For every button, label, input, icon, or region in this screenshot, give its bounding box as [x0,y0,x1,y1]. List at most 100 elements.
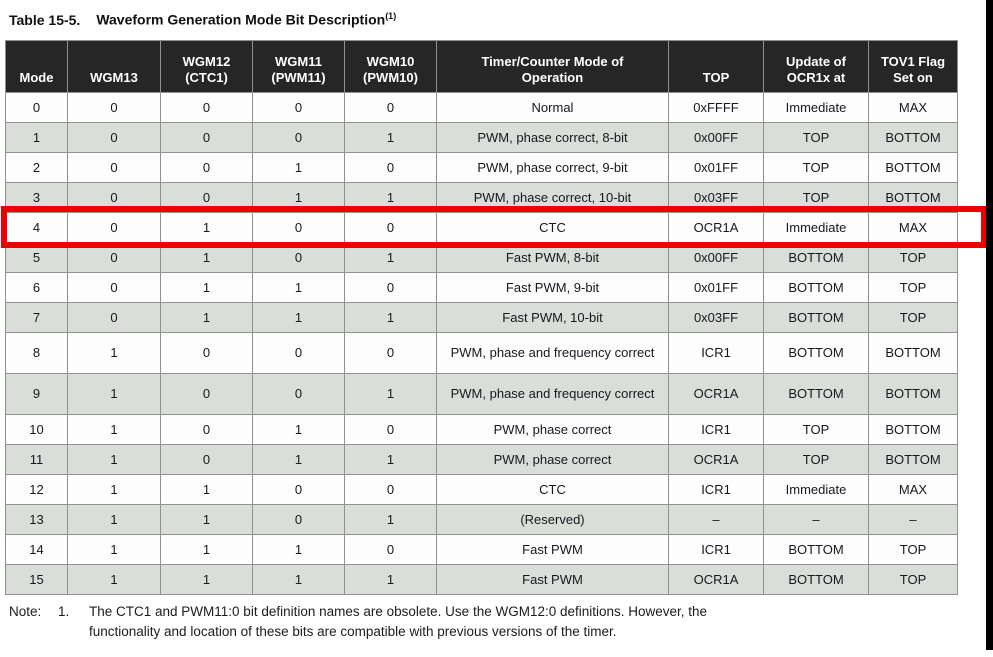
cell-r12-c0: 12 [5,474,68,505]
cell-r5-c4: 1 [344,242,437,273]
footnote-ref: (1) [385,11,397,21]
table-row-mode-12: 12 1 1 0 0 CTC ICR1 Immediate MAX [5,474,958,505]
table-row-mode-0: 0 0 0 0 0 Normal 0xFFFF Immediate MAX [5,92,958,123]
cell-r13-c8: – [868,504,958,535]
column-header-3: WGM11 (PWM11) [252,40,345,93]
cell-r9-c5: PWM, phase and frequency correct [436,373,669,415]
cell-r15-c3: 1 [252,564,345,595]
table-number: Table 15-5. [9,11,81,28]
cell-r7-c2: 1 [160,302,253,333]
cell-r13-c5: (Reserved) [436,504,669,535]
page-right-edge [986,0,993,650]
cell-r10-c5: PWM, phase correct [436,414,669,445]
table-title-text: Waveform Generation Mode Bit Description [96,11,386,28]
cell-r4-c1: 0 [67,212,161,243]
cell-r3-c6: 0x03FF [668,182,764,213]
table-row-mode-4: 4 0 1 0 0 CTC OCR1A Immediate MAX [5,212,958,243]
cell-r0-c2: 0 [160,92,253,123]
cell-r0-c3: 0 [252,92,345,123]
cell-r4-c6: OCR1A [668,212,764,243]
cell-r4-c2: 1 [160,212,253,243]
cell-r1-c4: 1 [344,122,437,153]
cell-r3-c7: TOP [763,182,869,213]
cell-r14-c1: 1 [67,534,161,565]
cell-r8-c0: 8 [5,332,68,374]
cell-r10-c6: ICR1 [668,414,764,445]
cell-r14-c2: 1 [160,534,253,565]
cell-r12-c7: Immediate [763,474,869,505]
table-row-mode-7: 7 0 1 1 1 Fast PWM, 10-bit 0x03FF BOTTOM TOP [5,302,958,333]
table-head: Mode WGM13 WGM12 (CTC1) WGM11 (PWM11) WGM10 … [5,40,958,93]
cell-r7-c5: Fast PWM, 10-bit [436,302,669,333]
cell-r2-c4: 0 [344,152,437,183]
cell-r6-c3: 1 [252,272,345,303]
column-header-0: Mode [5,40,68,93]
cell-r2-c8: BOTTOM [868,152,958,183]
cell-r9-c8: BOTTOM [868,373,958,415]
note-line-2: functionality and location of these bits… [89,624,617,639]
cell-r15-c7: BOTTOM [763,564,869,595]
cell-r6-c8: TOP [868,272,958,303]
cell-r1-c2: 0 [160,122,253,153]
cell-r14-c7: BOTTOM [763,534,869,565]
cell-r10-c0: 10 [5,414,68,445]
cell-r7-c3: 1 [252,302,345,333]
cell-r2-c7: TOP [763,152,869,183]
cell-r14-c6: ICR1 [668,534,764,565]
cell-r1-c7: TOP [763,122,869,153]
cell-r15-c8: TOP [868,564,958,595]
cell-r15-c0: 15 [5,564,68,595]
cell-r13-c6: – [668,504,764,535]
column-header-8: TOV1 Flag Set on [868,40,958,93]
cell-r10-c4: 0 [344,414,437,445]
cell-r8-c7: BOTTOM [763,332,869,374]
cell-r10-c2: 0 [160,414,253,445]
cell-r7-c8: TOP [868,302,958,333]
cell-r7-c1: 0 [67,302,161,333]
cell-r5-c3: 0 [252,242,345,273]
cell-r4-c0: 4 [5,212,68,243]
cell-r4-c3: 0 [252,212,345,243]
cell-r3-c4: 1 [344,182,437,213]
column-header-4: WGM10 (PWM10) [344,40,437,93]
cell-r12-c5: CTC [436,474,669,505]
cell-r14-c5: Fast PWM [436,534,669,565]
cell-r3-c5: PWM, phase correct, 10-bit [436,182,669,213]
cell-r11-c7: TOP [763,444,869,475]
table-row-mode-15: 15 1 1 1 1 Fast PWM OCR1A BOTTOM TOP [5,564,958,595]
cell-r8-c8: BOTTOM [868,332,958,374]
cell-r9-c7: BOTTOM [763,373,869,415]
cell-r9-c6: OCR1A [668,373,764,415]
cell-r9-c2: 0 [160,373,253,415]
cell-r3-c2: 0 [160,182,253,213]
note-label: Note: [9,604,42,619]
table-row-mode-8: 8 1 0 0 0 PWM, phase and frequency correct ICR… [5,332,958,374]
cell-r12-c6: ICR1 [668,474,764,505]
cell-r5-c7: BOTTOM [763,242,869,273]
cell-r1-c8: BOTTOM [868,122,958,153]
cell-r4-c8: MAX [868,212,958,243]
cell-r2-c3: 1 [252,152,345,183]
column-header-2: WGM12 (CTC1) [160,40,253,93]
table-row-mode-1: 1 0 0 0 1 PWM, phase correct, 8-bit 0x00FF TOP B… [5,122,958,153]
cell-r10-c3: 1 [252,414,345,445]
cell-r11-c3: 1 [252,444,345,475]
cell-r9-c1: 1 [67,373,161,415]
cell-r8-c6: ICR1 [668,332,764,374]
table-row-mode-10: 10 1 0 1 0 PWM, phase correct ICR1 TOP BOTTOM [5,414,958,445]
cell-r11-c5: PWM, phase correct [436,444,669,475]
cell-r0-c8: MAX [868,92,958,123]
cell-r3-c8: BOTTOM [868,182,958,213]
cell-r5-c0: 5 [5,242,68,273]
table-row-mode-5: 5 0 1 0 1 Fast PWM, 8-bit 0x00FF BOTTOM TOP [5,242,958,273]
cell-r10-c8: BOTTOM [868,414,958,445]
cell-r11-c4: 1 [344,444,437,475]
cell-r1-c0: 1 [5,122,68,153]
cell-r0-c4: 0 [344,92,437,123]
cell-r2-c0: 2 [5,152,68,183]
cell-r2-c6: 0x01FF [668,152,764,183]
table-row-mode-3: 3 0 0 1 1 PWM, phase correct, 10-bit 0x03FF TOP… [5,182,958,213]
note-number: 1. [58,604,70,619]
cell-r3-c1: 0 [67,182,161,213]
